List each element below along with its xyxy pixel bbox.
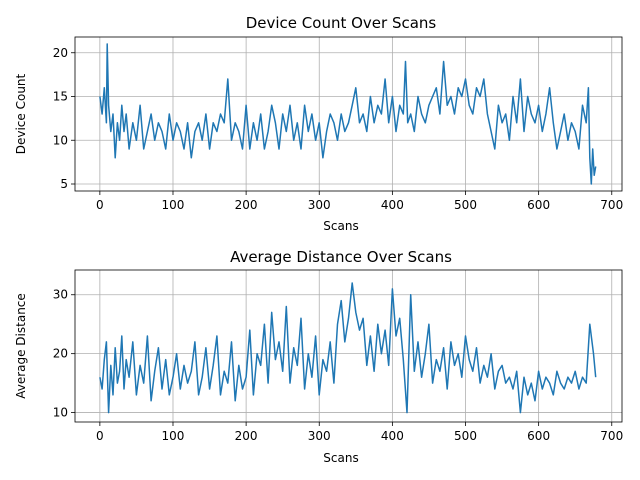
x-axis-ticks: 0 100 200 300 400 500 600 700 (96, 422, 623, 443)
x-tick-label: 0 (96, 429, 104, 443)
x-tick-label: 100 (162, 429, 185, 443)
y-tick-label: 15 (53, 90, 68, 104)
x-axis-label: Scans (323, 219, 358, 233)
x-tick-label: 200 (235, 429, 258, 443)
y-tick-label: 10 (53, 133, 68, 147)
chart-title: Device Count Over Scans (246, 14, 437, 32)
grid (75, 37, 622, 191)
x-tick-label: 300 (308, 198, 331, 212)
y-tick-label: 30 (53, 288, 68, 302)
y-tick-label: 5 (60, 177, 68, 191)
chart-title: Average Distance Over Scans (230, 248, 452, 266)
y-axis-ticks: 5 10 15 20 (53, 46, 75, 191)
x-tick-label: 300 (308, 429, 331, 443)
average-distance-subplot: Average Distance Over Scans 0 100 200 300 40… (14, 248, 623, 465)
y-axis-label: Average Distance (14, 293, 28, 399)
series-line-path (99, 43, 597, 185)
x-tick-label: 500 (454, 429, 477, 443)
y-axis-ticks: 10 20 30 (53, 288, 75, 420)
x-tick-label: 400 (381, 429, 404, 443)
x-axis-ticks: 0 100 200 300 400 500 600 700 (96, 191, 623, 212)
plot-frame (74, 269, 623, 423)
y-tick-label: 10 (53, 406, 68, 420)
plot-frame (74, 36, 623, 192)
x-tick-label: 700 (600, 198, 623, 212)
series-line-path (99, 282, 597, 414)
series-line (99, 282, 597, 414)
grid (75, 270, 622, 422)
x-tick-label: 400 (381, 198, 404, 212)
y-tick-label: 20 (53, 46, 68, 60)
y-tick-label: 20 (53, 347, 68, 361)
x-tick-label: 500 (454, 198, 477, 212)
x-tick-label: 200 (235, 198, 258, 212)
x-tick-label: 0 (96, 198, 104, 212)
device-count-subplot: Device Count Over Scans 0 100 200 300 400 500… (14, 14, 623, 233)
x-tick-label: 700 (600, 429, 623, 443)
x-tick-label: 600 (527, 429, 550, 443)
x-tick-label: 600 (527, 198, 550, 212)
series-line (99, 43, 597, 185)
x-tick-label: 100 (162, 198, 185, 212)
y-axis-label: Device Count (14, 73, 28, 154)
x-axis-label: Scans (323, 451, 358, 465)
